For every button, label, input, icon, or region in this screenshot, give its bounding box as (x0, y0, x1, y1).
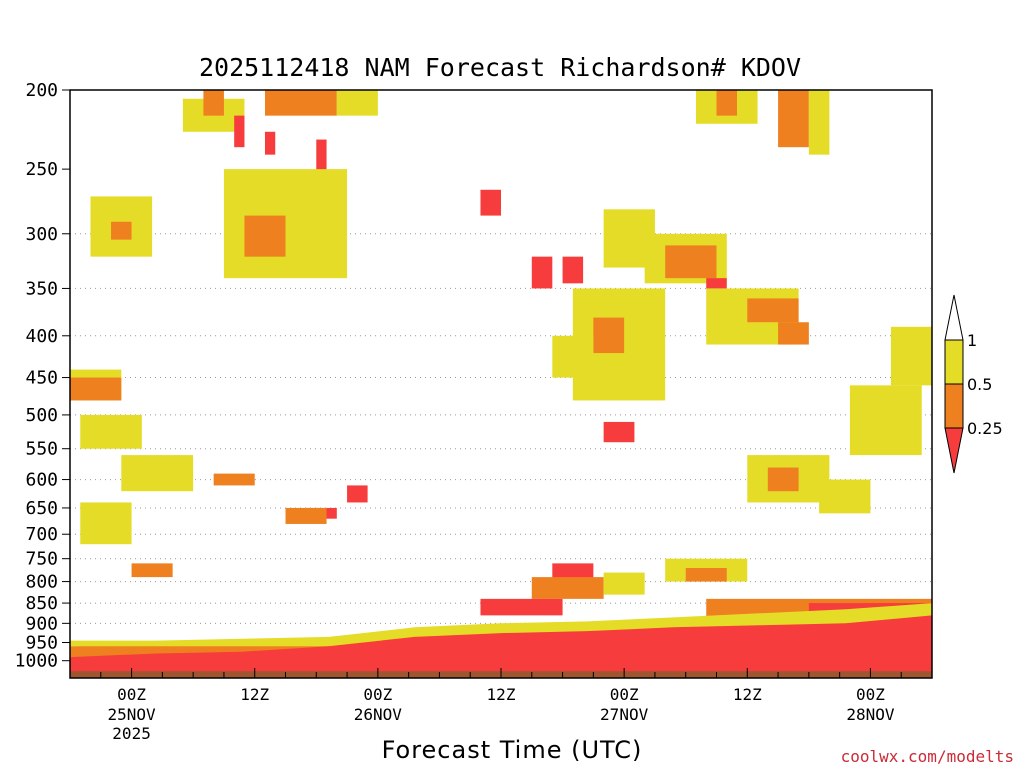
colorbar-tick-1: 0.5 (967, 375, 992, 394)
region-orange-40 (767, 467, 799, 492)
x-axis-label: Forecast Time (UTC) (382, 736, 643, 764)
x-tick-label-1: 12Z (240, 685, 269, 704)
region-red-16 (706, 278, 727, 289)
y-tick-label-900: 900 (25, 613, 58, 634)
region-orange-15 (665, 245, 717, 279)
region-orange-9 (111, 221, 132, 240)
y-tick-label-800: 800 (25, 572, 58, 593)
region-yellow-43 (890, 326, 932, 386)
x-tick-date-6: 28NOV (846, 705, 895, 724)
region-orange-47 (531, 577, 604, 599)
y-axis: 200 250 300 350 400 450 500 550 600 650 700 7508008… (15, 80, 70, 672)
colorbar-legend: 1 0.5 0.25 (944, 294, 1003, 474)
x-tick-date-4: 27NOV (600, 705, 649, 724)
region-red-12 (480, 189, 501, 216)
x-tick-year-0: 2025 (112, 724, 151, 743)
y-tick-label-350: 350 (25, 278, 58, 299)
plot-background (70, 90, 932, 678)
colorbar-white-arrow (944, 294, 964, 341)
y-tick-label-600: 600 (25, 470, 58, 491)
region-orange-34 (213, 473, 255, 486)
region-orange-1 (203, 90, 224, 116)
region-red-29 (531, 256, 553, 289)
region-yellow-3 (336, 90, 378, 116)
region-orange-31 (70, 377, 122, 401)
region-red-36 (347, 485, 368, 503)
region-yellow-33 (121, 455, 194, 492)
y-tick-label-700: 700 (25, 524, 58, 545)
y-tick-label-500: 500 (25, 405, 58, 426)
region-yellow-23 (808, 90, 830, 155)
x-tick-label-2: 00Z (363, 685, 392, 704)
region-red-49 (480, 598, 563, 616)
y-tick-label-950: 950 (25, 633, 58, 654)
region-orange-2 (264, 90, 337, 116)
y-tick-label-200: 200 (25, 80, 58, 101)
y-tick-label-650: 650 (25, 498, 58, 519)
y-tick-label-550: 550 (25, 439, 58, 460)
region-orange-22 (778, 90, 809, 148)
x-tick-label-0: 00Z (117, 685, 146, 704)
x-tick-date-0: 25NOV (107, 705, 156, 724)
region-orange-11 (244, 215, 286, 257)
region-yellow-42 (849, 385, 922, 456)
region-orange-19 (778, 322, 809, 345)
region-orange-38 (285, 507, 327, 524)
region-red-6 (316, 139, 327, 190)
region-red-26 (603, 421, 635, 443)
y-tick-label-250: 250 (25, 159, 58, 180)
region-yellow-32 (80, 414, 142, 449)
region-yellow-35 (80, 502, 132, 545)
x-tick-label-5: 12Z (733, 685, 762, 704)
y-tick-label-450: 450 (25, 368, 58, 389)
y-tick-label-1000: 1000 (15, 651, 58, 672)
region-orange-45 (685, 568, 727, 582)
region-orange-52 (131, 563, 173, 578)
region-orange-25 (593, 317, 625, 354)
x-tick-date-2: 26NOV (354, 705, 403, 724)
x-tick-label-6: 00Z (856, 685, 885, 704)
y-tick-label-400: 400 (25, 326, 58, 347)
region-red-28 (562, 256, 584, 284)
low-level-band-red-top (70, 615, 932, 675)
x-tick-label-3: 12Z (487, 685, 516, 704)
region-yellow-27 (552, 335, 594, 378)
y-tick-label-750: 750 (25, 549, 58, 570)
region-red-5 (264, 131, 276, 155)
x-tick-label-4: 00Z (610, 685, 639, 704)
chart-title: 2025112418 NAM Forecast Richardson# KDOV (199, 53, 801, 82)
region-yellow-48 (603, 572, 645, 595)
y-tick-label-850: 850 (25, 593, 58, 614)
colorbar-tick-0: 1 (967, 331, 977, 350)
colorbar-yellow (944, 339, 964, 385)
colorbar-red-arrow (944, 427, 964, 474)
colorbar-tick-2: 0.25 (967, 419, 1003, 438)
credit-link[interactable]: coolwx.com/modelts (841, 747, 1014, 766)
colorbar-orange (944, 383, 964, 429)
region-orange-18 (747, 298, 799, 323)
y-tick-label-300: 300 (25, 224, 58, 245)
region-red-4 (234, 115, 245, 148)
region-orange-21 (716, 90, 738, 116)
region-yellow-41 (819, 479, 871, 514)
